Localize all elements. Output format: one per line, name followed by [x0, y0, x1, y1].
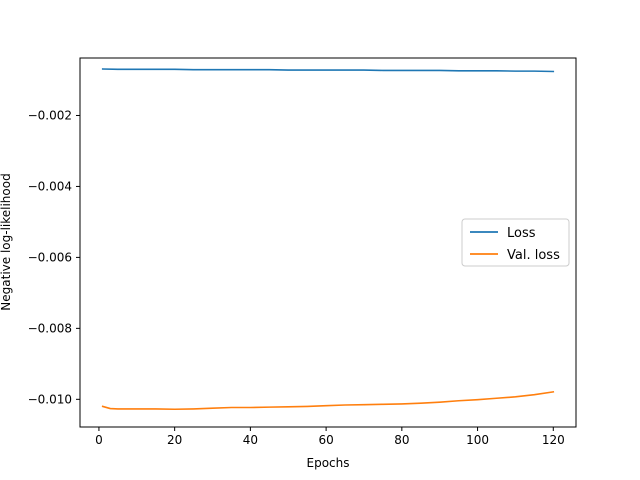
y-tick-label: −0.010 [28, 392, 72, 406]
y-axis: −0.002 −0.004 −0.006 −0.008 −0.010 [28, 108, 80, 406]
x-axis: 0 20 40 60 80 100 120 [95, 427, 565, 447]
y-tick-label: −0.008 [28, 321, 72, 335]
x-tick-label: 60 [318, 433, 333, 447]
series-line-1 [101, 390, 555, 411]
y-tick-label: −0.002 [28, 108, 72, 122]
x-tick-label: 120 [542, 433, 565, 447]
x-tick-label: 0 [95, 433, 103, 447]
x-tick-label: 20 [167, 433, 182, 447]
series-line-0 [101, 68, 555, 73]
y-tick-label: −0.004 [28, 179, 72, 193]
x-tick-label: 100 [466, 433, 489, 447]
x-tick-label: 40 [243, 433, 258, 447]
x-axis-label: Epochs [307, 456, 350, 470]
legend-label-1: Val. loss [507, 248, 560, 263]
legend: Loss Val. loss [461, 218, 570, 267]
plot-frame [79, 57, 577, 428]
series-layer [101, 68, 555, 411]
legend-label-0: Loss [507, 226, 536, 241]
y-tick-label: −0.006 [28, 250, 72, 264]
x-tick-label: 80 [394, 433, 409, 447]
y-axis-label: Negative log-likelihood [0, 173, 13, 310]
